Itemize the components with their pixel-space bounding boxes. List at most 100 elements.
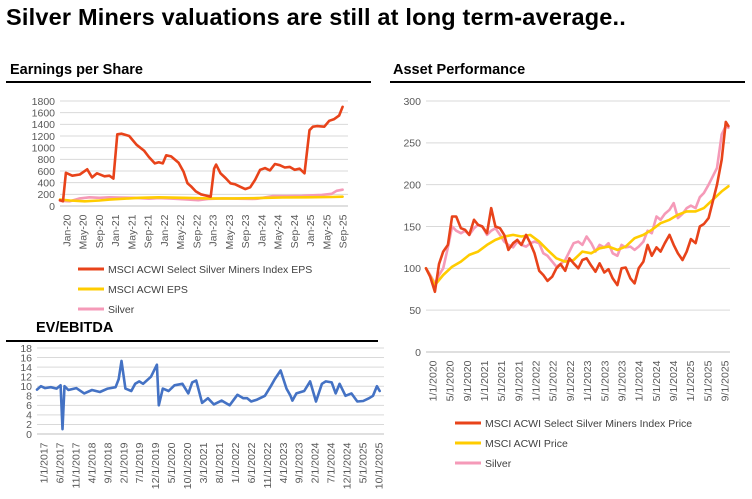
eps-xtick-label: May-22 xyxy=(175,214,187,249)
eps-ytick-label: 0 xyxy=(49,201,55,213)
ev-xtick-label: 1/1/2017 xyxy=(39,442,51,483)
asset-chart: 0 50 100 150 200 250 300 1/1/2020 5/1/2020 9/1/20… xyxy=(403,96,731,470)
eps-xtick-label: Sep-25 xyxy=(338,214,350,248)
eps-xtick-label: May-24 xyxy=(273,214,285,249)
asset-legend-label: Silver xyxy=(485,458,512,470)
eps-ytick-label: 1800 xyxy=(32,96,56,108)
ev-xtick-label: 3/1/2021 xyxy=(198,442,210,483)
ev-xtick-label: 6/1/2017 xyxy=(54,442,66,483)
asset-ytick-label: 250 xyxy=(403,138,421,150)
eps-ytick-label: 1200 xyxy=(32,131,56,143)
ev-ytick-label: 2 xyxy=(26,419,32,431)
ev-xtick-label: 7/1/2019 xyxy=(134,442,146,483)
eps-ytick-label: 1600 xyxy=(32,107,56,119)
asset-xtick-label: 9/1/2020 xyxy=(462,360,474,401)
asset-title-rule xyxy=(390,81,745,83)
ev-xtick-label: 2/1/2019 xyxy=(118,442,130,483)
asset-xtick-label: 5/1/2023 xyxy=(599,360,611,401)
ev-ytick-label: 10 xyxy=(20,381,32,393)
asset-xtick-label: 1/1/2025 xyxy=(685,360,697,401)
asset-xtick-label: 1/1/2020 xyxy=(428,360,440,401)
eps-legend-label: MSCI ACWI Select Silver Miners Index EPS xyxy=(108,264,312,276)
eps-xtick-label: Sep-22 xyxy=(191,214,203,248)
ev-xtick-label: 4/1/2023 xyxy=(278,442,290,483)
eps-xtick-label: Jan-22 xyxy=(159,214,171,246)
eps-ytick-label: 800 xyxy=(37,154,55,166)
eps-series-line-0 xyxy=(58,105,344,203)
ev-xtick-label: 5/1/2025 xyxy=(358,442,370,483)
eps-xtick-label: May-23 xyxy=(224,214,236,249)
asset-series-line-1 xyxy=(424,185,730,287)
asset-ytick-label: 200 xyxy=(403,179,421,191)
ev-xtick-label: 7/1/2024 xyxy=(326,442,338,483)
ev-xtick-label: 9/1/2023 xyxy=(294,442,306,483)
eps-legend-label: Silver xyxy=(108,304,135,316)
eps-xtick-label: Sep-23 xyxy=(240,214,252,248)
asset-ytick-label: 50 xyxy=(409,305,421,317)
eps-ytick-label: 600 xyxy=(37,166,55,178)
ev-ytick-label: 8 xyxy=(26,391,32,403)
asset-legend-label: MSCI ACWI Select Silver Miners Index Pri… xyxy=(485,418,692,430)
asset-ytick-label: 100 xyxy=(403,263,421,275)
ev-xtick-label: 12/1/2019 xyxy=(150,442,162,489)
ev-xtick-label: 5/1/2020 xyxy=(166,442,178,483)
eps-xtick-label: May-21 xyxy=(126,214,138,249)
eps-series-line-1 xyxy=(58,195,344,203)
eps-xtick-label: Sep-21 xyxy=(143,214,155,248)
eps-ytick-label: 1400 xyxy=(32,119,56,131)
ev-xtick-label: 10/1/2025 xyxy=(374,442,386,489)
asset-ytick-label: 0 xyxy=(415,347,421,359)
asset-xtick-label: 1/1/2022 xyxy=(531,360,543,401)
ev-ytick-label: 16 xyxy=(20,352,32,364)
asset-ytick-label: 300 xyxy=(403,96,421,108)
asset-xtick-label: 1/1/2023 xyxy=(582,360,594,401)
ev-xtick-label: 8/1/2021 xyxy=(214,442,226,483)
ev-title-rule xyxy=(6,340,378,342)
ev-xtick-label: 6/1/2022 xyxy=(246,442,258,483)
asset-xtick-label: 1/1/2021 xyxy=(479,360,491,401)
ev-ytick-label: 18 xyxy=(20,343,32,355)
ev-xtick-label: 4/1/2018 xyxy=(86,442,98,483)
eps-xtick-label: Jan-25 xyxy=(305,214,317,246)
asset-xtick-label: 5/1/2020 xyxy=(445,360,457,401)
asset-xtick-label: 9/1/2023 xyxy=(616,360,628,401)
asset-xtick-label: 9/1/2025 xyxy=(720,360,732,401)
ev-chart-title: EV/EBITDA xyxy=(36,320,114,336)
asset-xtick-label: 9/1/2021 xyxy=(513,360,525,401)
ev-xtick-label: 9/1/2018 xyxy=(102,442,114,483)
ev-xtick-label: 12/1/2024 xyxy=(342,442,354,489)
asset-ytick-label: 150 xyxy=(403,221,421,233)
ev-xtick-label: 11/1/2022 xyxy=(262,442,274,488)
asset-legend-label: MSCI ACWI Price xyxy=(485,438,568,450)
eps-xtick-label: Sep-20 xyxy=(94,214,106,248)
ev-ytick-label: 0 xyxy=(26,429,32,441)
eps-ytick-label: 400 xyxy=(37,177,55,189)
eps-title-rule xyxy=(6,81,371,83)
eps-ytick-label: 200 xyxy=(37,189,55,201)
asset-xtick-label: 9/1/2024 xyxy=(668,360,680,401)
asset-series-line-0 xyxy=(424,120,730,294)
asset-xtick-label: 5/1/2021 xyxy=(496,360,508,401)
page-title: Silver Miners valuations are still at lo… xyxy=(6,4,627,30)
asset-xtick-label: 5/1/2022 xyxy=(548,360,560,401)
ev-xtick-label: 1/1/2022 xyxy=(230,442,242,483)
ev-xtick-label: 2/1/2024 xyxy=(310,442,322,483)
ev-series-line-0 xyxy=(35,359,382,431)
eps-xtick-label: May-20 xyxy=(78,214,90,249)
ev-xtick-label: 10/1/2020 xyxy=(182,442,194,489)
ev-ytick-label: 4 xyxy=(26,410,32,422)
eps-chart-title: Earnings per Share xyxy=(10,62,143,78)
eps-xtick-label: Jan-23 xyxy=(208,214,220,246)
ev-ytick-label: 12 xyxy=(20,371,32,383)
ev-ytick-label: 14 xyxy=(20,362,32,374)
ev-xtick-label: 11/1/2017 xyxy=(70,442,82,488)
asset-xtick-label: 5/1/2024 xyxy=(651,360,663,401)
eps-xtick-label: Sep-24 xyxy=(289,214,301,248)
eps-xtick-label: Jan-20 xyxy=(62,214,74,246)
eps-xtick-label: Jan-24 xyxy=(256,214,268,246)
eps-series-line-2 xyxy=(58,188,344,203)
asset-series-line-2 xyxy=(424,124,730,285)
